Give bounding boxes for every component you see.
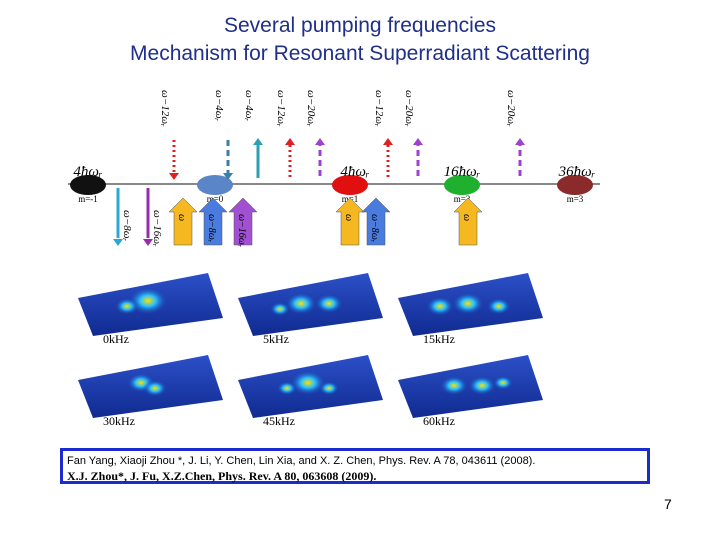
arrow-head bbox=[315, 138, 325, 145]
page-number: 7 bbox=[664, 496, 672, 512]
arrow-label: ω−8ωᵣ bbox=[206, 214, 217, 243]
arrow-head bbox=[285, 138, 295, 145]
pump-arrow bbox=[168, 197, 198, 246]
plot-peak bbox=[426, 296, 454, 317]
arrow-label: ω−16ωᵣ bbox=[236, 214, 247, 248]
arrow-head bbox=[515, 138, 525, 145]
plot-peak bbox=[315, 293, 343, 314]
level-dot bbox=[557, 175, 593, 195]
plot-peak bbox=[319, 381, 339, 396]
arrow-label: ω−16ωᵣ bbox=[151, 210, 163, 247]
plot-label: 0kHz bbox=[103, 332, 129, 346]
plot-peak bbox=[493, 375, 513, 390]
arrow-head bbox=[143, 239, 153, 246]
arrow-label: ω−12ωᵣ bbox=[159, 90, 171, 127]
level-label: m=-1 bbox=[78, 194, 98, 204]
arrow-label: ω−20ωᵣ bbox=[403, 90, 415, 127]
arrow-label: ω−12ωᵣ bbox=[373, 90, 385, 127]
reference-box: Fan Yang, Xiaoji Zhou *, J. Li, Y. Chen,… bbox=[60, 448, 650, 484]
level-dot bbox=[197, 175, 233, 195]
plot-peak bbox=[277, 381, 297, 396]
arrow-label: ω−4ωᵣ bbox=[213, 90, 225, 121]
plot-peak bbox=[270, 302, 290, 316]
plot-label: 30kHz bbox=[103, 414, 135, 428]
pump-arrow bbox=[335, 197, 365, 246]
plot-peak bbox=[452, 292, 484, 315]
level-dot bbox=[444, 175, 480, 195]
arrow-label: ω−8ωᵣ bbox=[369, 214, 380, 243]
level-label: m=3 bbox=[567, 194, 584, 204]
arrow-label: ω−4ωᵣ bbox=[243, 90, 255, 121]
plot-label: 15kHz bbox=[423, 332, 455, 346]
energy-label: 16ħωᵣ bbox=[444, 164, 481, 180]
energy-label: 4ħωᵣ bbox=[73, 164, 103, 180]
arrow-head bbox=[113, 239, 123, 246]
level-dot bbox=[70, 175, 106, 195]
reference: X.J. Zhou*, J. Fu, X.Z.Chen, Phys. Rev. … bbox=[67, 469, 377, 483]
arrow-label: ω−8ωᵣ bbox=[121, 210, 133, 241]
arrow-label: ω−20ωᵣ bbox=[305, 90, 317, 127]
pump-arrow bbox=[361, 197, 391, 246]
level-dot bbox=[332, 175, 368, 195]
arrow-head bbox=[383, 138, 393, 145]
title-line: Mechanism for Resonant Superradiant Scat… bbox=[130, 42, 590, 65]
arrow-head bbox=[223, 173, 233, 180]
pump-arrow bbox=[453, 197, 483, 246]
plot-peak bbox=[143, 379, 167, 397]
energy-label: 36ħωᵣ bbox=[558, 164, 596, 180]
plot-peak bbox=[285, 292, 317, 315]
arrow-label: ω−12ωᵣ bbox=[275, 90, 287, 127]
plot-peak bbox=[440, 375, 468, 396]
plot-label: 60kHz bbox=[423, 414, 455, 428]
title-line: Several pumping frequencies bbox=[224, 14, 496, 37]
arrow-head bbox=[169, 173, 179, 180]
arrow-head bbox=[413, 138, 423, 145]
arrow-label: ω−20ωᵣ bbox=[505, 90, 517, 127]
plot-label: 45kHz bbox=[263, 414, 295, 428]
plot-label: 5kHz bbox=[263, 332, 289, 346]
plot-peak bbox=[115, 297, 139, 315]
reference: Fan Yang, Xiaoji Zhou *, J. Li, Y. Chen,… bbox=[67, 455, 536, 467]
diagram: m=-1m=0m=1m=2m=34ħωᵣ4ħωᵣ16ħωᵣ36ħωᵣω−12ωᵣ… bbox=[68, 90, 600, 428]
plot-peak bbox=[486, 297, 511, 315]
plot-peak bbox=[290, 370, 326, 396]
arrow-label: ω bbox=[343, 214, 354, 221]
arrow-head bbox=[253, 138, 263, 145]
arrow-label: ω bbox=[461, 214, 472, 221]
arrow-label: ω bbox=[176, 214, 187, 221]
energy-label: 4ħωᵣ bbox=[340, 164, 370, 180]
level-label: m=0 bbox=[207, 194, 224, 204]
pump-arrow bbox=[228, 197, 258, 246]
pump-arrow bbox=[198, 197, 228, 246]
level-label: m=2 bbox=[454, 194, 471, 204]
plot-peak bbox=[468, 375, 496, 396]
